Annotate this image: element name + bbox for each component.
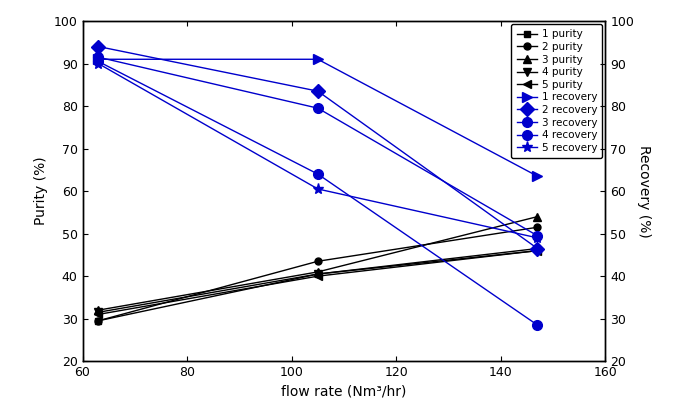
Y-axis label: Recovery (%): Recovery (%): [637, 145, 651, 237]
Legend: 1 purity, 2 purity, 3 purity, 4 purity, 5 purity, 1 recovery, 2 recovery, 3 reco: 1 purity, 2 purity, 3 purity, 4 purity, …: [511, 24, 602, 158]
X-axis label: flow rate (Nm³/hr): flow rate (Nm³/hr): [281, 385, 407, 399]
Y-axis label: Purity (%): Purity (%): [34, 157, 48, 226]
